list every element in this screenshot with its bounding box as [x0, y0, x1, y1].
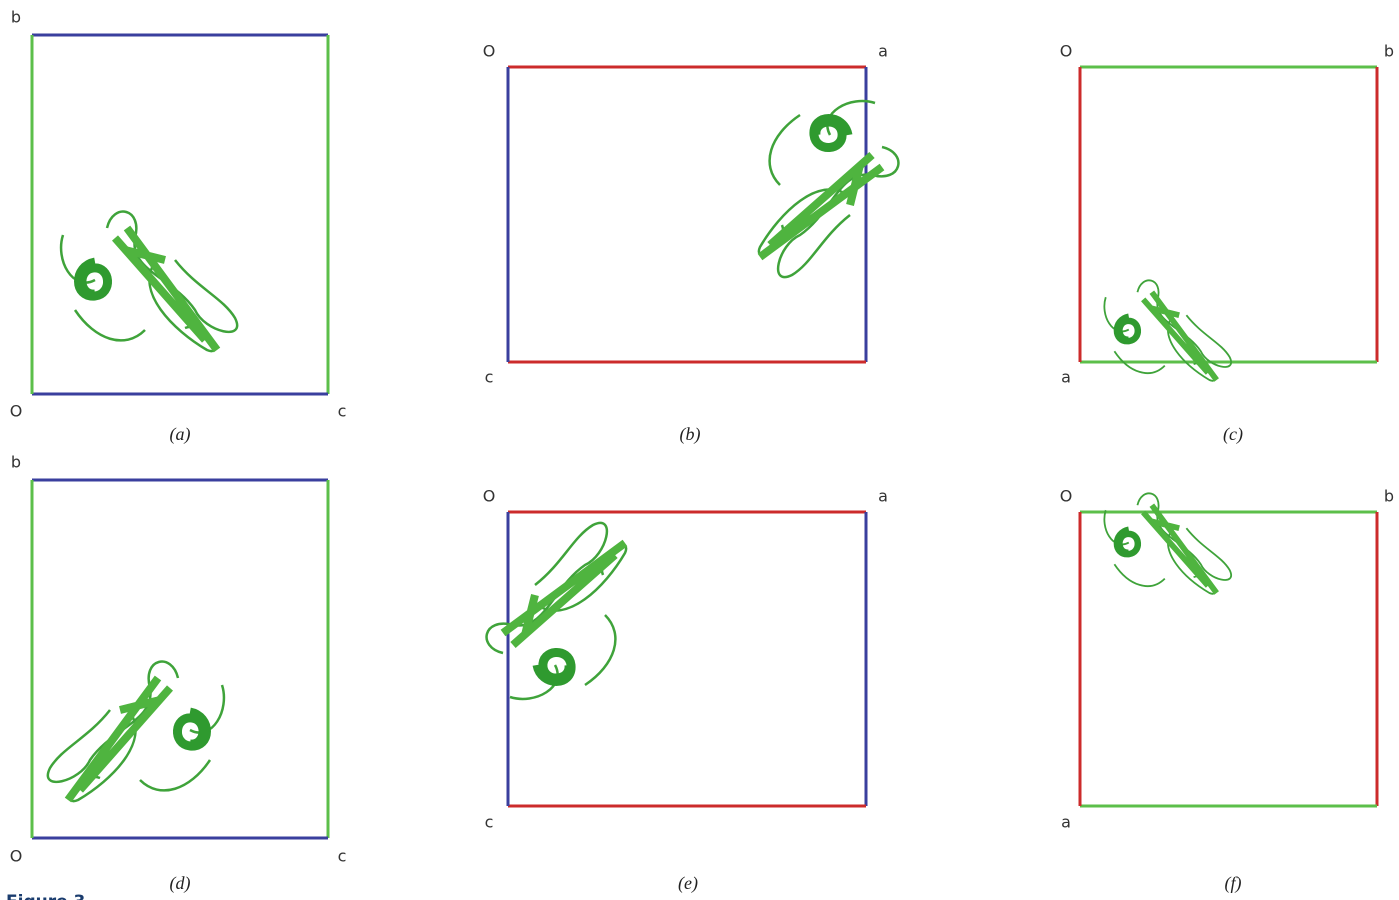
panel-caption: (a): [170, 424, 191, 445]
axis-label: O: [483, 487, 496, 506]
axis-label: c: [485, 813, 494, 832]
ribbon-helix: [814, 119, 848, 148]
axis-label: a: [878, 487, 888, 506]
axis-label: b: [11, 8, 21, 27]
axis-label: b: [1384, 487, 1394, 506]
axis-label: a: [1061, 813, 1071, 832]
protein-ribbon: [759, 101, 899, 277]
axis-label: b: [1384, 42, 1394, 61]
ribbon-strand: [115, 228, 217, 350]
protein-ribbon: [1104, 493, 1231, 593]
axis-label: O: [483, 42, 496, 61]
axis-label: c: [485, 368, 494, 387]
figure: Figure 3 b Oc (a) Oa c (b) Ob a (c) b Oc (d) Oa c (e) O…: [0, 0, 1399, 900]
ribbon-helix: [1117, 530, 1138, 555]
ribbon-strand: [503, 543, 625, 645]
ribbon-helix: [1117, 317, 1138, 342]
protein-ribbon: [48, 662, 224, 802]
axis-label: O: [1060, 487, 1073, 506]
ribbon-helix: [177, 712, 206, 746]
ribbon-helix: [79, 262, 108, 296]
panel-caption: (e): [678, 873, 698, 894]
ribbon-strand: [1143, 505, 1216, 593]
protein-ribbon: [61, 212, 237, 352]
axis-label: O: [1060, 42, 1073, 61]
axis-label: b: [11, 453, 21, 472]
ribbon-strand: [760, 155, 882, 257]
axis-label: c: [338, 847, 347, 866]
axis-label: O: [10, 402, 23, 421]
axis-label: O: [10, 847, 23, 866]
axis-label: a: [1061, 368, 1071, 387]
protein-ribbon: [1104, 280, 1231, 380]
axis-label: c: [338, 402, 347, 421]
axis-label: a: [878, 42, 888, 61]
ribbon-strand: [68, 678, 170, 800]
ribbon-strand: [1143, 292, 1216, 380]
panel-caption: (b): [680, 424, 701, 445]
figure-label: Figure 3: [6, 892, 85, 900]
panel-caption: (f): [1225, 873, 1242, 894]
panel-caption: (d): [170, 873, 191, 894]
panel-caption: (c): [1223, 424, 1243, 445]
ribbon-helix: [537, 652, 571, 681]
